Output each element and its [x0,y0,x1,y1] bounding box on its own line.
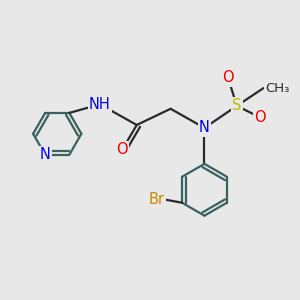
Text: O: O [222,70,234,86]
Text: NH: NH [89,97,111,112]
Text: S: S [232,98,242,113]
Text: O: O [255,110,266,125]
Text: Br: Br [149,192,165,207]
Text: N: N [40,147,51,162]
Text: N: N [199,120,210,135]
Text: O: O [116,142,128,158]
Text: CH₃: CH₃ [265,82,289,95]
